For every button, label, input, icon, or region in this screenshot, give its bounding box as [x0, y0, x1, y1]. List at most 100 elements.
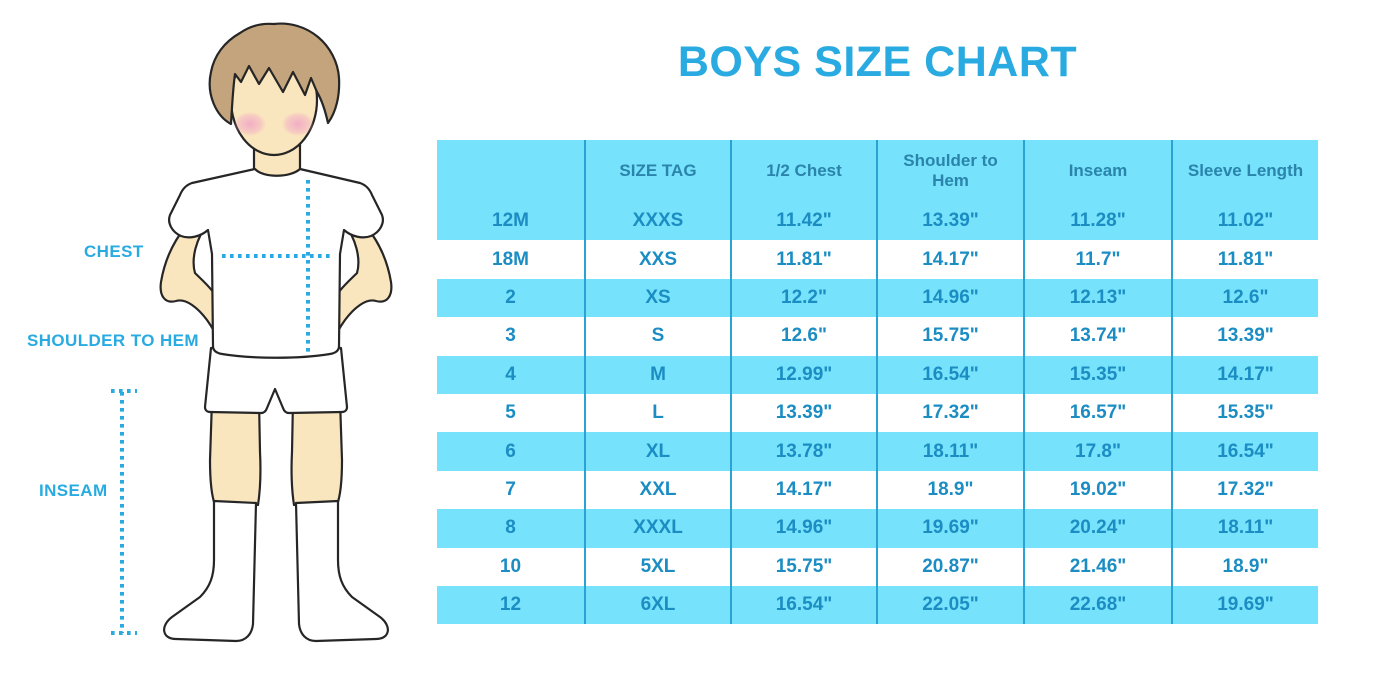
- shoulder-to-hem-cell: 16.54": [876, 355, 1024, 394]
- size-cell: 3: [505, 325, 516, 347]
- half-chest-cell: 14.96": [730, 509, 877, 548]
- inseam-cell: 22.68": [1023, 585, 1172, 625]
- right-cheek: [282, 112, 314, 136]
- inseam-label: INSEAM: [39, 481, 108, 500]
- half-chest-cell: 11.42": [730, 202, 877, 241]
- inseam-cell: 12.13": [1023, 278, 1172, 318]
- sleeve-length-cell: 11.81": [1171, 240, 1318, 279]
- column-header: Inseam: [1023, 140, 1172, 202]
- size-table-header: SIZE TAG 1/2 Chest Shoulder to Hem Inseam Sl…: [437, 140, 1318, 202]
- half-chest-cell: 16.54": [730, 585, 877, 625]
- size-tag-cell: S: [584, 317, 731, 356]
- inseam-cell: 20.24": [1023, 509, 1172, 548]
- size-tag-cell: XS: [584, 278, 731, 318]
- half-chest-cell: 11.81": [730, 240, 877, 279]
- left-arm: [159, 210, 223, 342]
- shoulder-to-hem-cell: 15.75": [876, 317, 1024, 356]
- sleeve-length-cell: 12.6": [1171, 278, 1318, 318]
- half-chest-cell: 14.17": [730, 470, 877, 510]
- shoulder-to-hem-cell: 14.17": [876, 240, 1024, 279]
- size-cell: 12M: [437, 202, 585, 241]
- shoulder-to-hem-label: SHOULDER TO HEM: [27, 331, 199, 350]
- half-chest-cell: 13.78": [730, 432, 877, 471]
- right-leg: [290, 398, 344, 507]
- boy-illustration: [111, 22, 393, 643]
- size-cell: 5: [505, 402, 516, 424]
- table-row: 3 S 12.6" 15.75" 13.74" 13.39": [437, 317, 1318, 356]
- half-chest-cell: 13.39": [730, 393, 877, 433]
- sleeve-length-cell: 16.54": [1171, 432, 1318, 471]
- column-header: [437, 140, 585, 202]
- column-header: SIZE TAG: [584, 140, 731, 202]
- inseam-cell: 17.8": [1023, 432, 1172, 471]
- shoulder-to-hem-cell: 20.87": [876, 547, 1024, 586]
- size-tag-cell: XXL: [584, 470, 731, 510]
- size-tag-cell: L: [584, 393, 731, 433]
- table-row: 5 L 13.39" 17.32" 16.57" 15.35": [437, 393, 1318, 433]
- sleeve-length-cell: 15.35": [1171, 393, 1318, 433]
- size-cell: 8: [437, 509, 585, 548]
- inseam-cell: 11.7": [1023, 240, 1172, 279]
- size-cell: 2: [437, 278, 585, 318]
- sleeve-length-cell: 13.39": [1171, 317, 1318, 356]
- chest-label: CHEST: [84, 242, 144, 261]
- sleeve-length-cell: 14.17": [1171, 355, 1318, 394]
- size-tag-cell: 5XL: [584, 547, 731, 586]
- size-tag-cell: 6XL: [584, 585, 731, 625]
- size-tag-cell: XXXS: [584, 202, 731, 241]
- size-tag-cell: XXS: [584, 240, 731, 279]
- left-leg: [208, 398, 262, 507]
- table-row: 18M XXS 11.81" 14.17" 11.7" 11.81": [437, 240, 1318, 279]
- hair: [208, 22, 341, 126]
- table-row: 4 M 12.99" 16.54" 15.35" 14.17": [437, 355, 1318, 394]
- size-tag-cell: XXXL: [584, 509, 731, 548]
- shoulder-to-hem-cell: 14.96": [876, 278, 1024, 318]
- sleeve-length-cell: 18.9": [1171, 547, 1318, 586]
- size-tag-cell: XL: [584, 432, 731, 471]
- size-cell: 6: [437, 432, 585, 471]
- sleeve-length-cell: 11.02": [1171, 202, 1318, 241]
- inseam-cell: 15.35": [1023, 355, 1172, 394]
- table-row: 2 XS 12.2" 14.96" 12.13" 12.6": [437, 278, 1318, 318]
- sleeve-length-cell: 17.32": [1171, 470, 1318, 510]
- sleeve-length-cell: 19.69": [1171, 585, 1318, 625]
- size-table: SIZE TAG 1/2 Chest Shoulder to Hem Inseam Sl…: [437, 140, 1318, 625]
- table-row: 6 XL 13.78" 18.11" 17.8" 16.54": [437, 432, 1318, 471]
- measurement-diagram: CHEST SHOULDER TO HEM INSEAM: [0, 0, 430, 700]
- column-header: Sleeve Length: [1171, 140, 1318, 202]
- inseam-cell: 13.74": [1023, 317, 1172, 356]
- half-chest-cell: 15.75": [730, 547, 877, 586]
- size-cell: 4: [437, 355, 585, 394]
- size-cell: 10: [499, 555, 522, 577]
- size-cell: 7: [505, 478, 516, 500]
- size-cell: 18M: [492, 248, 529, 270]
- size-cell: 12: [437, 585, 585, 625]
- table-row: 10 5XL 15.75" 20.87" 21.46" 18.9": [437, 547, 1318, 586]
- sleeve-length-cell: 18.11": [1171, 509, 1318, 548]
- right-sock: [294, 499, 389, 643]
- header-row: SIZE TAG 1/2 Chest Shoulder to Hem Inseam Sl…: [437, 140, 1318, 202]
- half-chest-cell: 12.6": [730, 317, 877, 356]
- inseam-cell: 21.46": [1023, 547, 1172, 586]
- column-header: Shoulder to Hem: [876, 140, 1024, 202]
- shorts: [203, 346, 349, 415]
- half-chest-cell: 12.2": [730, 278, 877, 318]
- shoulder-to-hem-cell: 22.05": [876, 585, 1024, 625]
- table-row: 7 XXL 14.17" 18.9" 19.02" 17.32": [437, 470, 1318, 510]
- column-header: 1/2 Chest: [730, 140, 877, 202]
- inseam-cell: 16.57": [1023, 393, 1172, 433]
- left-cheek: [234, 112, 266, 136]
- shoulder-to-hem-cell: 13.39": [876, 202, 1024, 241]
- size-table-body: 12M XXXS 11.42" 13.39" 11.28" 11.02" 18M…: [437, 202, 1318, 625]
- inseam-cell: 11.28": [1023, 202, 1172, 241]
- table-row: 12 6XL 16.54" 22.05" 22.68" 19.69": [437, 585, 1318, 625]
- inseam-cell: 19.02": [1023, 470, 1172, 510]
- shoulder-to-hem-cell: 17.32": [876, 393, 1024, 433]
- left-sock: [163, 499, 258, 643]
- shirt: [168, 167, 384, 359]
- right-arm: [329, 210, 393, 342]
- shoulder-to-hem-cell: 18.11": [876, 432, 1024, 471]
- page-title: BOYS SIZE CHART: [677, 38, 1078, 86]
- table-row: 8 XXXL 14.96" 19.69" 20.24" 18.11": [437, 509, 1318, 548]
